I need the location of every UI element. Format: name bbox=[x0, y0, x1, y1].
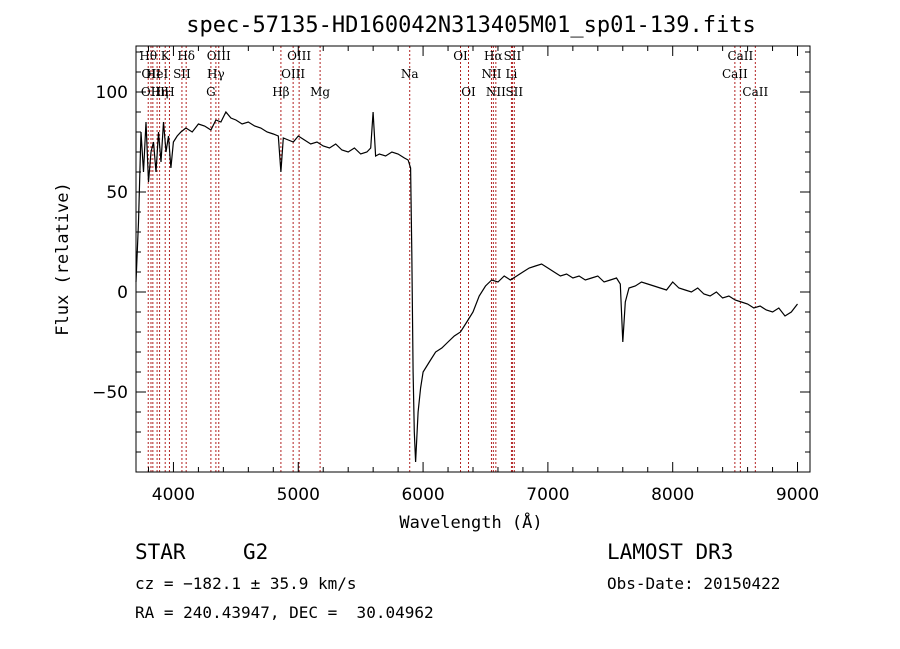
y-axis-label: Flux (relative) bbox=[53, 182, 73, 336]
spectral-line-label: Hδ bbox=[177, 49, 195, 63]
spectral-line-label: Hα bbox=[484, 49, 503, 63]
observation-date: Obs-Date: 20150422 bbox=[607, 574, 781, 593]
spectral-line-label: Hη bbox=[151, 85, 169, 99]
object-class: STAR bbox=[135, 540, 186, 564]
spectral-line-label: Hγ bbox=[207, 67, 225, 81]
spectral-line-label: OIII bbox=[141, 85, 165, 99]
plot-frame bbox=[135, 45, 811, 473]
y-tick-label: 50 bbox=[106, 183, 128, 203]
spectral-line-label: OI bbox=[453, 49, 468, 63]
spectral-line-label: Na bbox=[401, 67, 419, 81]
y-axis-ticks: −50 0 50 100 bbox=[92, 51, 810, 473]
spectrum-line bbox=[135, 110, 798, 463]
y-tick-label: 0 bbox=[117, 283, 128, 303]
y-tick-label: 100 bbox=[96, 83, 128, 103]
spectral-line-label: CaII bbox=[727, 49, 753, 63]
spectrum-plot: spec-57135-HD160042N313405M01_sp01-139.f… bbox=[53, 13, 819, 533]
x-axis-label: Wavelength (Å) bbox=[399, 511, 542, 533]
spectral-line-label: H bbox=[164, 85, 174, 99]
spectral-line-label: OII bbox=[141, 67, 161, 81]
spectral-line-label: Hβ bbox=[272, 85, 289, 99]
spectral-line-label: Li bbox=[506, 67, 518, 81]
x-tick-label: 9000 bbox=[776, 485, 819, 505]
spectral-line-label: OI bbox=[461, 85, 476, 99]
spectral-line-markers bbox=[147, 46, 756, 472]
spectral-line-label: SII bbox=[173, 67, 191, 81]
x-tick-label: 7000 bbox=[526, 485, 569, 505]
y-tick-label: −50 bbox=[92, 383, 128, 403]
x-tick-label: 6000 bbox=[401, 485, 444, 505]
spectral-line-labels: Hθ OII OIII HeI Hη K H SII Hδ G Hγ OIII Hβ OIII OIII Mg… bbox=[139, 49, 768, 99]
x-axis-ticks: 4000 5000 6000 7000 8000 9000 bbox=[147, 46, 819, 505]
spectral-line-label: SII bbox=[504, 49, 522, 63]
spectral-line-label: CaII bbox=[742, 85, 768, 99]
coordinates: RA = 240.43947, DEC = 30.04962 bbox=[135, 603, 434, 622]
redshift-value: cz = −182.1 ± 35.9 km/s bbox=[135, 574, 357, 593]
spectral-line-label: SII bbox=[505, 85, 523, 99]
spectral-line-label: Hθ bbox=[139, 49, 157, 63]
spectral-line-label: G bbox=[206, 85, 216, 99]
chart-title: spec-57135-HD160042N313405M01_sp01-139.f… bbox=[186, 13, 756, 38]
spectral-line-label: OIII bbox=[287, 49, 311, 63]
x-tick-label: 5000 bbox=[277, 485, 320, 505]
spectral-line-label: OIII bbox=[281, 67, 305, 81]
x-tick-label: 8000 bbox=[651, 485, 694, 505]
spectral-line-label: Mg bbox=[310, 85, 330, 99]
spectral-line-label: NII bbox=[481, 67, 501, 81]
spectral-line-label: K bbox=[161, 49, 171, 63]
survey-name: LAMOST DR3 bbox=[607, 540, 734, 564]
spectral-line-label: NII bbox=[486, 85, 506, 99]
object-subclass: G2 bbox=[243, 540, 269, 564]
spectral-line-label: CaII bbox=[722, 67, 748, 81]
spectral-line-label: OIII bbox=[207, 49, 231, 63]
x-tick-label: 4000 bbox=[152, 485, 195, 505]
spectral-line-label: HeI bbox=[146, 67, 169, 81]
